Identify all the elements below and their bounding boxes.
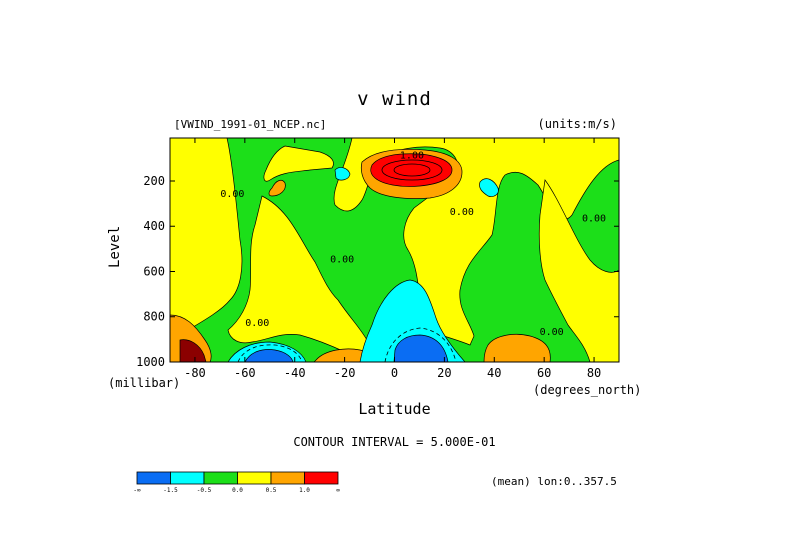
contour-label: 0.00: [450, 207, 474, 218]
x-axis-unit: (degrees_north): [533, 383, 642, 397]
colorbar: -1.5 -0.5 0.0 0.5 1.0 -∞ ∞: [133, 471, 340, 494]
contour-label: 0.00: [330, 254, 354, 265]
colorbar-label: 0.0: [232, 487, 243, 494]
colorbar-swatch: [136, 471, 171, 485]
x-tick-label: 20: [437, 366, 451, 380]
colorbar-swatch: [237, 471, 272, 485]
y-axis-unit: (millibar): [108, 376, 181, 390]
colorbar-label: -0.5: [197, 487, 212, 494]
dataset-label: [VWIND_1991-01_NCEP.nc]: [174, 118, 327, 131]
x-tick-label: -20: [334, 366, 356, 380]
y-tick-label: 1000: [136, 355, 165, 369]
solid-contours: [381, 159, 443, 181]
y-tick-label: 200: [143, 174, 165, 188]
dashed-contours: [237, 327, 457, 362]
blue-regions: [244, 334, 449, 362]
units-label: (units:m/s): [537, 117, 617, 131]
y-tick-label: 400: [143, 219, 165, 233]
x-tick-label: -40: [284, 366, 306, 380]
red-regions: [179, 153, 453, 362]
contour-label: 0.00: [245, 318, 269, 329]
colorbar-swatch: [304, 471, 339, 485]
contour-label: 0.00: [540, 327, 564, 338]
colorbar-label: 1.0: [299, 487, 310, 494]
x-axis: -80 -60 -40 -20 0 20 40 60 80: [184, 138, 601, 380]
colorbar-end-label: -∞: [133, 487, 141, 494]
x-tick-label: 60: [537, 366, 551, 380]
positive-regions: [170, 138, 619, 362]
x-tick-label: 0: [391, 366, 398, 380]
y-tick-label: 800: [143, 310, 165, 324]
colorbar-label: -1.5: [163, 487, 178, 494]
chart-title: v wind: [357, 88, 432, 110]
x-tick-label: -80: [184, 366, 206, 380]
colorbar-swatch: [203, 471, 238, 485]
colorbar-swatch: [170, 471, 205, 485]
y-tick-label: 600: [143, 264, 165, 278]
footnote: (mean) lon:0..357.5: [491, 475, 617, 488]
contour-labels: 1.00 0.00 0.00 0.00 0.00 0.00 0.00: [220, 150, 606, 337]
contour-label: 0.00: [582, 214, 606, 225]
colorbar-end-label: ∞: [336, 487, 340, 494]
contour-label: 0.00: [220, 189, 244, 200]
colorbar-label: 0.5: [266, 487, 277, 494]
contour-label: 1.00: [400, 150, 424, 161]
x-tick-label: -60: [234, 366, 256, 380]
x-axis-label: Latitude: [358, 400, 431, 418]
x-tick-label: 40: [487, 366, 501, 380]
colorbar-swatch: [270, 471, 305, 485]
contour-interval: CONTOUR INTERVAL = 5.000E-01: [293, 435, 496, 449]
x-tick-label: 80: [587, 366, 601, 380]
y-axis: 200 400 600 800 1000: [136, 174, 619, 369]
